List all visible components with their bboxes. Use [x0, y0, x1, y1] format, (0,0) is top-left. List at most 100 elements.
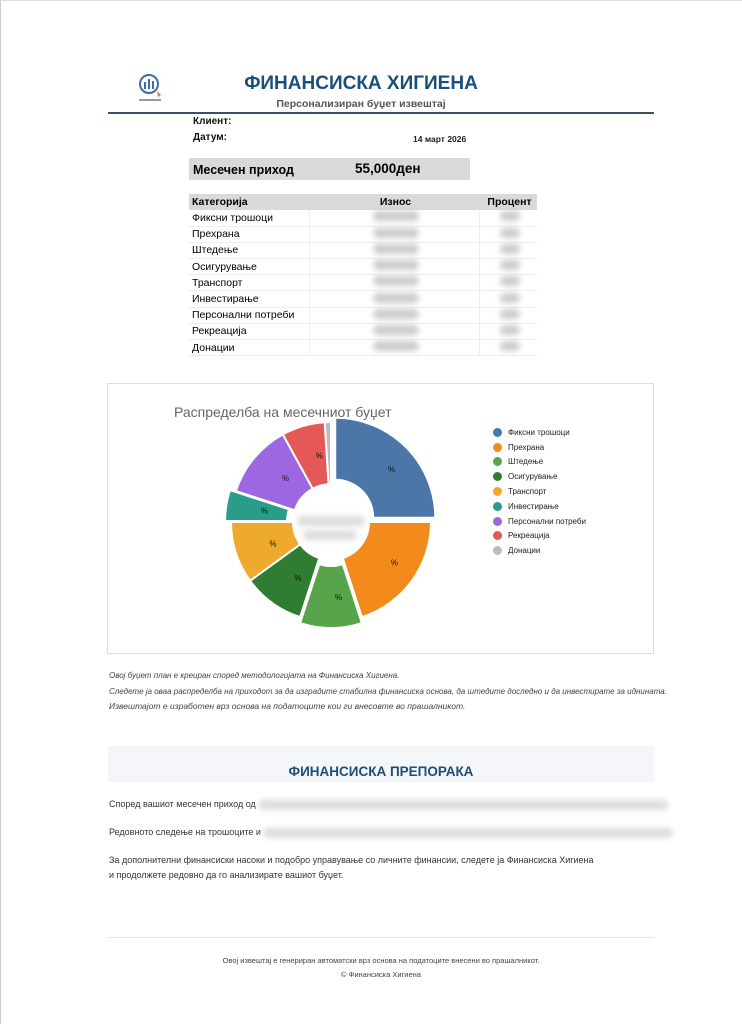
category-cell: Персонални потреби: [189, 307, 309, 324]
note-3: Извештајот е изработен врз основа на под…: [109, 701, 466, 711]
p2-blurred: [263, 827, 674, 838]
category-cell: Донации: [189, 339, 309, 357]
slice-2[interactable]: [341, 521, 433, 619]
slice-9[interactable]: [323, 420, 332, 486]
legend-swatch: [493, 472, 502, 482]
slice-3[interactable]: [298, 562, 364, 629]
table-row: Прехрана: [189, 226, 537, 243]
legend-label: Инвестирање: [508, 501, 559, 511]
legend-item[interactable]: Прехрана: [493, 440, 586, 455]
table-row: Персонални потреби: [189, 307, 537, 324]
category-cell: Рекреација: [189, 323, 309, 341]
legend-swatch: [493, 442, 502, 452]
amount-cell-blurred: [308, 339, 479, 357]
chart-title: Распределба на месечниот буџет: [174, 404, 392, 420]
legend-swatch: [493, 516, 502, 526]
legend-swatch: [493, 546, 502, 556]
legend-item[interactable]: Инвестирање: [493, 499, 586, 514]
legend-item[interactable]: Рекреација: [493, 529, 586, 544]
income-box: Месечен приход 55,000ден: [189, 158, 470, 180]
slice-label: %: [335, 593, 342, 602]
amount-cell-blurred: [308, 210, 479, 227]
income-label: Месечен приход: [193, 163, 294, 177]
legend-label: Фиксни трошоци: [508, 427, 570, 437]
p1-text: Според вашиот месечен приход од: [109, 799, 256, 809]
slice-label: %: [316, 452, 323, 461]
legend-label: Персонални потреби: [508, 516, 586, 526]
table-row: Инвестирање: [189, 290, 537, 308]
amount-cell-blurred: [308, 242, 479, 260]
legend-swatch: [493, 427, 502, 437]
slice-label: %: [261, 506, 268, 515]
legend-item[interactable]: Донации: [493, 543, 586, 558]
legend-item[interactable]: Штедење: [493, 455, 586, 470]
percent-cell-blurred: [478, 210, 537, 227]
legend-swatch: [493, 501, 502, 511]
legend-label: Штедење: [508, 457, 544, 467]
slice-label: %: [294, 574, 301, 583]
percent-cell-blurred: [478, 274, 537, 292]
category-cell: Прехрана: [189, 226, 309, 243]
report-subtitle: Персонализиран буџет извештај: [276, 98, 446, 110]
budget-table: Категорија Износ Процент Фиксни трошоци П…: [189, 194, 537, 357]
legend-item[interactable]: Осигурување: [493, 469, 586, 484]
category-cell: Осигурување: [189, 258, 309, 276]
legend-swatch: [493, 457, 502, 467]
category-cell: Транспорт: [189, 274, 309, 292]
table-row: Рекреација: [189, 323, 537, 341]
recommendation-header: [108, 746, 654, 782]
amount-cell-blurred: [308, 226, 479, 243]
legend-label: Осигурување: [508, 472, 558, 482]
chart-legend: Фиксни трошоци Прехрана Штедење Осигурување…: [493, 425, 586, 558]
amount-cell-blurred: [308, 307, 479, 324]
col-amount: Износ: [309, 194, 479, 210]
date-value: 14 март 2026: [413, 134, 467, 144]
legend-item[interactable]: Транспорт: [493, 484, 586, 499]
note-2: Следете ја оваа распределба на приходот …: [109, 687, 667, 696]
col-percent: Процент: [479, 194, 537, 210]
category-cell: Инвестирање: [189, 290, 309, 308]
date-label: Датум:: [193, 132, 227, 143]
legend-item[interactable]: Фиксни трошоци: [493, 425, 586, 440]
logo: [137, 73, 167, 105]
legend-swatch: [493, 487, 502, 497]
slice-label: %: [269, 539, 276, 548]
table-row: Фиксни трошоци: [189, 210, 537, 227]
amount-cell-blurred: [308, 290, 479, 308]
recommendation-p3b: и продолжете редовно да го анализирате в…: [109, 870, 344, 880]
slice-label: %: [282, 474, 289, 483]
footer-divider: [108, 937, 654, 938]
note-1: Овој буџет план е креиран според методол…: [109, 671, 400, 680]
amount-cell-blurred: [308, 323, 479, 341]
recommendation-title: ФИНАНСИСКА ПРЕПОРАКА: [288, 764, 474, 779]
footer-line2: © Финансиска Хигиена: [341, 970, 421, 979]
recommendation-p1: Според вашиот месечен приход од: [109, 799, 669, 810]
p2-text: Редовното следење на трошоците и: [109, 827, 261, 837]
slice-label: %: [391, 559, 398, 568]
income-value: 55,000ден: [355, 161, 421, 176]
donut-chart: %%%%%%%%: [224, 416, 437, 629]
client-label: Клиент:: [193, 116, 232, 127]
report-title: ФИНАНСИСКА ХИГИЕНА: [244, 73, 478, 94]
table-row: Штедење: [189, 242, 537, 260]
legend-label: Прехрана: [508, 442, 545, 452]
legend-item[interactable]: Персонални потреби: [493, 514, 586, 529]
percent-cell-blurred: [478, 226, 537, 243]
category-cell: Фиксни трошоци: [189, 210, 309, 227]
chart-panel: [107, 383, 654, 654]
slice-1[interactable]: [334, 416, 437, 519]
p1-blurred: [258, 799, 669, 810]
category-cell: Штедење: [189, 242, 309, 260]
amount-cell-blurred: [308, 258, 479, 276]
legend-label: Рекреација: [508, 531, 550, 541]
recommendation-p3a: За дополнителни финансиски насоки и подо…: [109, 855, 594, 865]
percent-cell-blurred: [478, 339, 537, 357]
percent-cell-blurred: [478, 307, 537, 324]
header-divider: [108, 112, 654, 114]
legend-label: Транспорт: [508, 487, 547, 497]
percent-cell-blurred: [478, 290, 537, 308]
col-category: Категорија: [189, 194, 309, 210]
slice-label: %: [388, 465, 395, 474]
percent-cell-blurred: [478, 323, 537, 341]
table-row: Транспорт: [189, 274, 537, 292]
